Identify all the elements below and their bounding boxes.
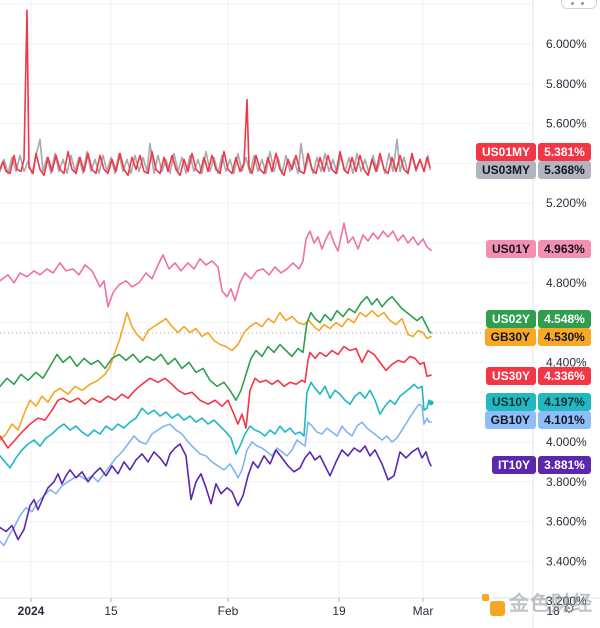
y-axis-label: 4.800%	[546, 276, 587, 290]
collapsed-toolbar[interactable]	[561, 0, 597, 9]
jinse-logo-icon	[482, 593, 505, 616]
time-axis-label: Feb	[218, 604, 239, 618]
price-label-US02Y: US02Y 4.548%	[485, 310, 591, 328]
gear-icon[interactable]: ⚙	[562, 600, 576, 616]
y-axis-label: 6.000%	[546, 37, 587, 51]
toolbar-dot-icon	[571, 2, 574, 5]
symbol-pill-US03MY: US03MY	[475, 161, 536, 179]
value-pill-IT10Y: 3.881%	[538, 456, 591, 474]
price-label-GB30Y: GB30Y 4.530%	[484, 328, 591, 346]
series-line-IT10Y	[0, 443, 432, 541]
symbol-pill-US02Y: US02Y	[485, 310, 536, 328]
series-line-US01MY	[0, 9, 431, 177]
value-pill-US02Y: 4.548%	[538, 310, 591, 328]
series-line-GB10Y	[0, 403, 432, 547]
value-pill-US10Y: 4.197%	[538, 393, 591, 411]
price-label-US01Y: US01Y 4.963%	[485, 240, 591, 258]
price-label-GB10Y: GB10Y 4.101%	[484, 411, 591, 429]
price-scale[interactable]	[533, 0, 600, 598]
y-axis-label: 5.600%	[546, 117, 587, 131]
symbol-pill-GB30Y: GB30Y	[484, 328, 536, 346]
y-axis-label: 3.600%	[546, 515, 587, 529]
price-label-US10Y: US10Y 4.197%	[485, 393, 591, 411]
price-label-US01MY: US01MY 5.381%	[475, 143, 591, 161]
time-axis-label: 15	[104, 604, 118, 618]
value-pill-US03MY: 5.368%	[538, 161, 591, 179]
time-axis-label: 19	[332, 604, 346, 618]
value-pill-US30Y: 4.336%	[538, 367, 591, 385]
value-pill-US01Y: 4.963%	[538, 240, 591, 258]
symbol-pill-US01Y: US01Y	[485, 240, 536, 258]
price-label-IT10Y: IT10Y 3.881%	[491, 456, 591, 474]
symbol-pill-GB10Y: GB10Y	[484, 411, 536, 429]
price-label-US30Y: US30Y 4.336%	[485, 367, 591, 385]
watermark-text: 金色财经	[509, 593, 593, 615]
series-line-US02Y	[0, 295, 432, 402]
last-price-dot-US10Y	[428, 400, 434, 406]
series-line-US03MY	[0, 138, 431, 175]
symbol-pill-US01MY: US01MY	[475, 143, 536, 161]
y-axis-label: 4.400%	[546, 355, 587, 369]
value-pill-GB30Y: 4.530%	[538, 328, 591, 346]
y-axis-label: 5.800%	[546, 77, 587, 91]
y-axis-label: 3.400%	[546, 554, 587, 568]
value-pill-GB10Y: 4.101%	[538, 411, 591, 429]
time-axis-label: 2024	[18, 604, 45, 618]
symbol-pill-US10Y: US10Y	[485, 393, 536, 411]
symbol-pill-IT10Y: IT10Y	[491, 456, 536, 474]
y-axis-label: 4.000%	[546, 435, 587, 449]
time-axis-label: Mar	[413, 604, 434, 618]
y-axis-label: 5.200%	[546, 196, 587, 210]
series-line-US01Y	[0, 222, 432, 308]
series-line-US10Y	[0, 381, 432, 469]
series-line-US30Y	[0, 345, 432, 449]
series-line-GB30Y	[0, 309, 432, 441]
symbol-pill-US30Y: US30Y	[485, 367, 536, 385]
y-axis-label: 3.800%	[546, 475, 587, 489]
watermark: 金色财经	[482, 593, 593, 616]
y-axis-label: 3.200%	[546, 594, 587, 608]
toolbar-dot-icon	[581, 2, 584, 5]
price-label-US03MY: US03MY 5.368%	[475, 161, 591, 179]
time-axis-label: 18	[546, 604, 560, 618]
value-pill-US01MY: 5.381%	[538, 143, 591, 161]
